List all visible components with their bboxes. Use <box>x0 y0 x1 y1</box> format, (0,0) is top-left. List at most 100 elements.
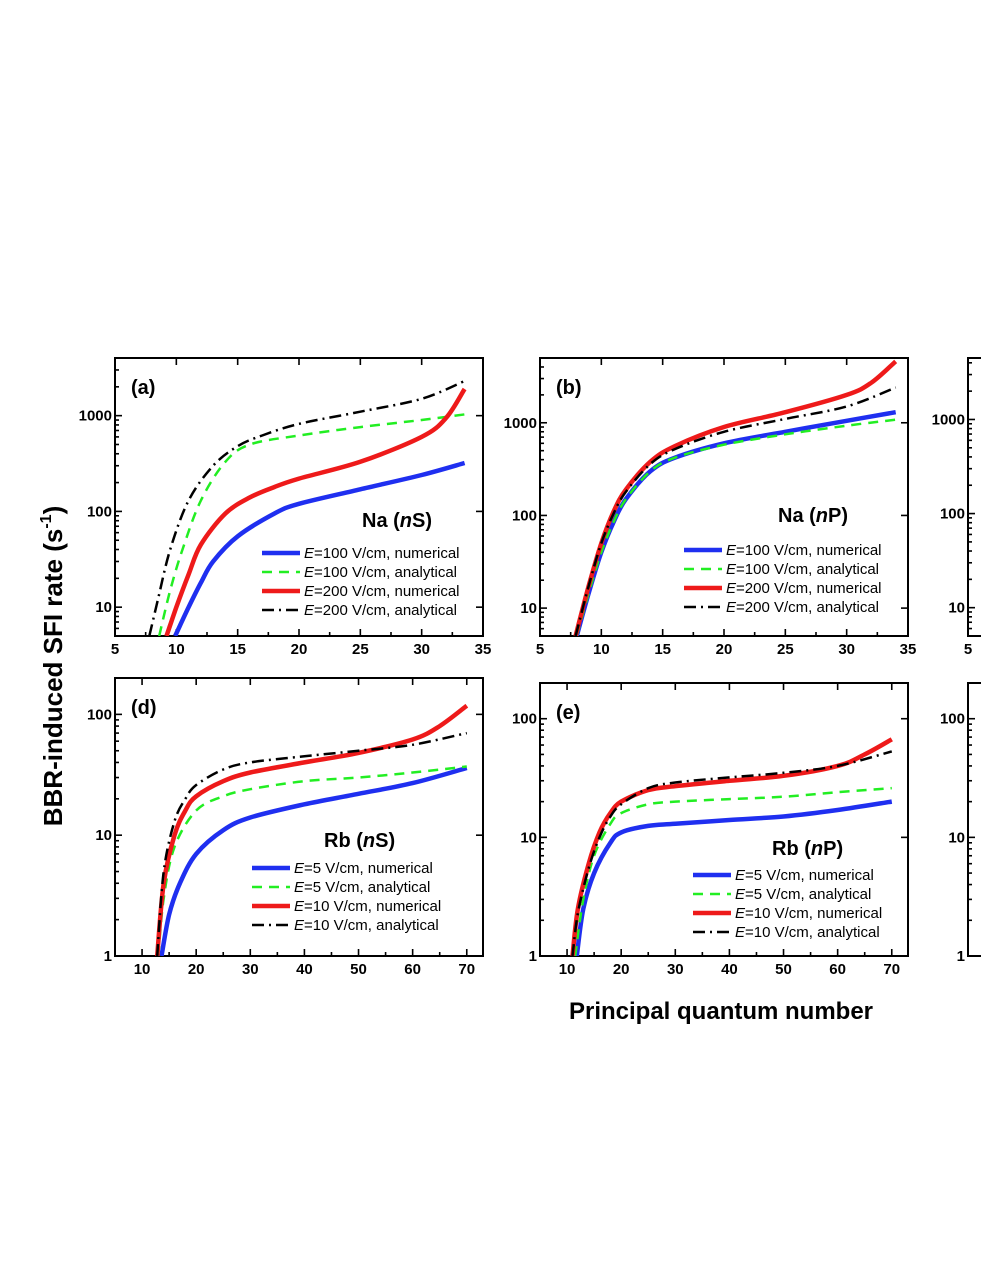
legend-label: =5 V/cm, analytical <box>304 879 430 896</box>
y-tick-label: 100 <box>940 506 965 523</box>
y-tick-label: 1 <box>529 948 537 965</box>
species-label: Na (nP) <box>778 505 848 527</box>
species-n: n <box>363 830 375 852</box>
y-tick-label: 100 <box>87 503 112 520</box>
legend-label: =5 V/cm, analytical <box>745 886 871 903</box>
legend-field: E <box>294 898 305 915</box>
series-line-green-dash <box>573 786 892 956</box>
x-tick-label: 25 <box>777 641 794 658</box>
legend-field: E <box>726 580 737 597</box>
plot-frame <box>967 357 981 637</box>
x-tick-label: 25 <box>352 641 369 658</box>
plot-frame <box>967 682 981 957</box>
x-tick-label: 10 <box>168 641 185 658</box>
series-group <box>573 359 898 636</box>
legend-field: E <box>726 542 737 559</box>
x-tick-label: 40 <box>721 961 738 978</box>
species-n: n <box>811 838 823 860</box>
x-tick-label: 35 <box>475 641 492 658</box>
legend-label: =200 V/cm, numerical <box>736 580 881 597</box>
legend-field: E <box>735 905 746 922</box>
x-tick-label: 10 <box>593 641 610 658</box>
species-name: Rb ( <box>772 838 811 860</box>
y-axis-label-main: BBR-induced SFI rate (s <box>38 529 68 827</box>
legend-entry: E=10 V/cm, numerical <box>735 905 882 922</box>
x-tick-label: 20 <box>188 961 205 978</box>
y-tick-label: 10 <box>948 600 965 617</box>
legend-entry: E=5 V/cm, analytical <box>294 879 430 896</box>
legend-entry: E=5 V/cm, analytical <box>735 886 871 903</box>
legend-field: E <box>726 599 737 616</box>
y-tick-label: 100 <box>512 507 537 524</box>
legend-label: =100 V/cm, analytical <box>314 564 457 581</box>
series-line-black-dashdot <box>571 750 893 956</box>
x-tick-label: 60 <box>404 961 421 978</box>
series-line-red-solid <box>154 703 469 956</box>
legend-label: =100 V/cm, numerical <box>736 542 881 559</box>
species-name: Na ( <box>778 505 816 527</box>
y-tick-label: 100 <box>87 706 112 723</box>
legend-label: =10 V/cm, numerical <box>745 905 882 922</box>
legend-field: E <box>735 867 746 884</box>
legend-field: E <box>735 886 746 903</box>
species-label: Rb (nP) <box>772 838 843 860</box>
y-tick-label: 1000 <box>79 408 112 425</box>
legend-label: =200 V/cm, analytical <box>314 602 457 619</box>
x-tick-label: 5 <box>964 641 972 658</box>
legend-field: E <box>304 545 315 562</box>
series-group <box>148 379 467 636</box>
legend-label: =10 V/cm, analytical <box>745 924 880 941</box>
legend-label: =200 V/cm, analytical <box>736 599 879 616</box>
y-axis-label: BBR-induced SFI rate (s-1) <box>38 506 68 827</box>
legend-entry: E=10 V/cm, analytical <box>735 924 880 941</box>
series-line-green-dash <box>157 413 465 636</box>
legend-field: E <box>294 879 305 896</box>
series-line-green-dash <box>575 418 896 636</box>
species-label: Rb (nS) <box>324 830 395 852</box>
species-tail: P) <box>823 838 843 860</box>
legend-label: =10 V/cm, analytical <box>304 917 439 934</box>
legend-field: E <box>294 917 305 934</box>
x-tick-label: 30 <box>242 961 259 978</box>
series-group <box>154 703 469 956</box>
species-n: n <box>400 510 412 532</box>
legend-entry: E=200 V/cm, analytical <box>304 602 457 619</box>
x-tick-label: 15 <box>654 641 671 658</box>
x-tick-label: 5 <box>536 641 544 658</box>
x-tick-label: 50 <box>350 961 367 978</box>
y-tick-label: 10 <box>95 599 112 616</box>
x-tick-label: 10 <box>559 961 576 978</box>
x-tick-label: 40 <box>296 961 313 978</box>
legend-field: E <box>294 860 305 877</box>
species-tail: P) <box>828 505 848 527</box>
x-tick-label: 30 <box>413 641 430 658</box>
series-line-black-dashdot <box>155 731 468 956</box>
legend-entry: E=10 V/cm, numerical <box>294 898 441 915</box>
x-tick-label: 15 <box>229 641 246 658</box>
legend-entry: E=100 V/cm, numerical <box>726 542 882 559</box>
panel-c: 5 10 100 1000 <box>932 357 981 658</box>
series-group <box>570 737 893 956</box>
species-tail: S) <box>412 510 432 532</box>
species-name: Na ( <box>362 510 400 532</box>
x-tick-label: 35 <box>900 641 917 658</box>
legend-entry: E=100 V/cm, analytical <box>304 564 457 581</box>
y-tick-label: 1 <box>957 948 965 965</box>
legend-field: E <box>304 602 315 619</box>
x-tick-label: 20 <box>716 641 733 658</box>
panel-label: (b) <box>556 377 582 399</box>
species-label: Na (nS) <box>362 510 432 532</box>
plot-frame <box>114 677 484 957</box>
panel-label: (a) <box>131 377 155 399</box>
legend-entry: E=10 V/cm, analytical <box>294 917 439 934</box>
x-tick-label: 30 <box>667 961 684 978</box>
y-tick-label: 1000 <box>932 411 965 428</box>
